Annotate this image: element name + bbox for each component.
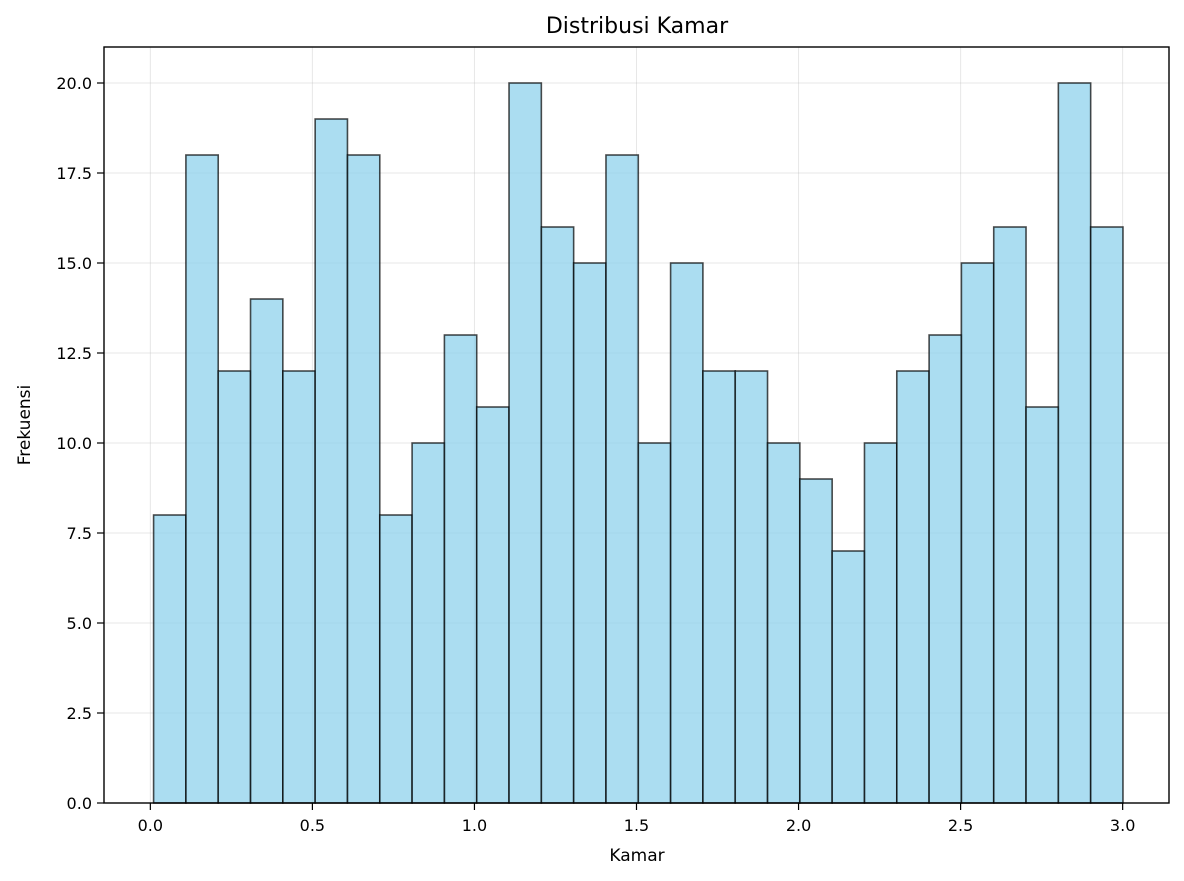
- bar-6: [346, 154, 381, 804]
- bar-5: [314, 118, 349, 804]
- bar-28: [1057, 82, 1092, 804]
- y-tick-label-8: 20.0: [56, 74, 92, 93]
- y-tick-label-0: 0.0: [67, 794, 92, 813]
- bar-0: [152, 514, 187, 804]
- bar-18: [734, 370, 769, 804]
- x-axis-ticks: 0.0 0.5 1.0 1.5 2.0 2.5 3.0: [138, 803, 1135, 835]
- bar-8: [411, 442, 446, 804]
- x-tick-label-6: 3.0: [1110, 816, 1135, 835]
- chart-title: Distribusi Kamar: [546, 14, 729, 39]
- x-tick-label-5: 2.5: [948, 816, 973, 835]
- bar-4: [282, 370, 316, 804]
- x-tick-label-4: 2.0: [786, 816, 811, 835]
- bar-7: [378, 514, 413, 804]
- x-tick-label-3: 1.5: [624, 816, 649, 835]
- y-tick-label-3: 7.5: [67, 524, 92, 543]
- bar-27: [1025, 406, 1060, 804]
- bar-29: [1089, 226, 1124, 804]
- y-tick-label-1: 2.5: [67, 704, 92, 723]
- bar-2: [217, 370, 252, 804]
- bar-16: [669, 262, 704, 804]
- bar-3: [249, 298, 284, 804]
- y-tick-label-4: 10.0: [56, 434, 92, 453]
- bars-group: [152, 82, 1124, 804]
- bar-1: [185, 154, 220, 804]
- x-axis-label: Kamar: [609, 846, 664, 866]
- x-tick-label-0: 0.0: [138, 816, 163, 835]
- x-tick-label-1: 0.5: [300, 816, 325, 835]
- x-tick-label-2: 1.0: [462, 816, 487, 835]
- bar-20: [799, 478, 833, 804]
- bar-17: [702, 370, 737, 804]
- y-tick-label-7: 17.5: [56, 164, 92, 183]
- bar-9: [443, 334, 478, 804]
- bar-21: [831, 550, 866, 804]
- bar-26: [992, 226, 1027, 804]
- bar-11: [508, 82, 543, 804]
- bar-19: [766, 442, 801, 804]
- y-axis-label: Frekuensi: [15, 385, 35, 466]
- bar-12: [540, 226, 575, 804]
- bar-15: [637, 442, 672, 804]
- bar-23: [895, 370, 930, 804]
- y-tick-label-2: 5.0: [67, 614, 92, 633]
- y-tick-label-6: 15.0: [56, 254, 92, 273]
- bar-25: [960, 262, 995, 804]
- bar-24: [928, 334, 963, 804]
- bar-14: [605, 154, 640, 804]
- bar-10: [475, 406, 510, 804]
- y-axis-ticks: 0.0 2.5 5.0 7.5 10.0 12.5 15.0 17.5 20.0: [56, 74, 104, 813]
- y-tick-label-5: 12.5: [56, 344, 92, 363]
- bar-13: [572, 262, 607, 804]
- bar-22: [863, 442, 898, 804]
